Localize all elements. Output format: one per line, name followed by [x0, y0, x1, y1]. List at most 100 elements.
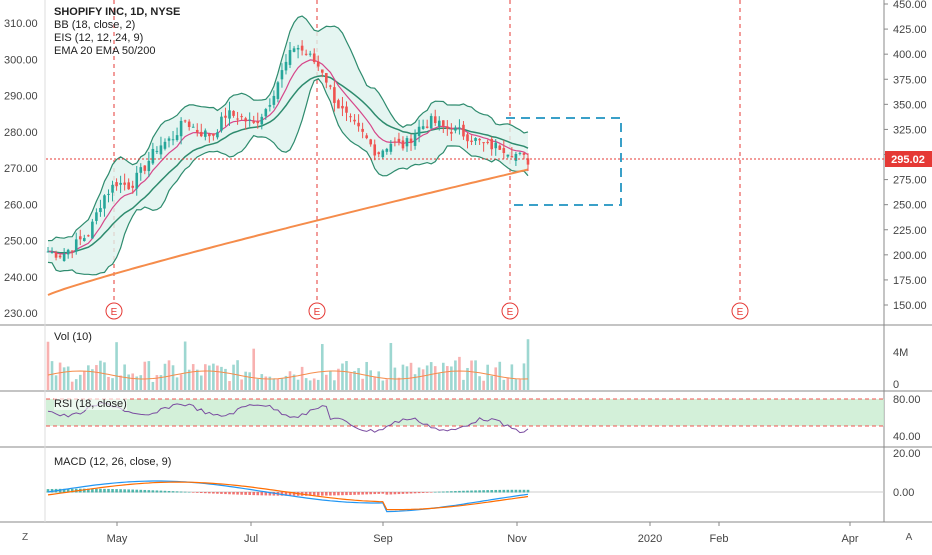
eis-indicator-label[interactable]: EIS (12, 12, 24, 9) [54, 32, 144, 44]
candle-body [429, 115, 433, 129]
macd-histogram-bar [490, 490, 493, 493]
macd-histogram-bar [458, 490, 461, 493]
candle-body [167, 138, 171, 141]
macd-histogram-bar [292, 492, 296, 496]
volume-bar [175, 377, 179, 390]
candle-body [264, 109, 268, 117]
candle-body [409, 138, 413, 144]
macd-histogram-bar [514, 489, 518, 493]
candle-body [74, 239, 78, 252]
candle-body [236, 118, 239, 120]
candle-body [397, 138, 401, 143]
macd-histogram-bar [474, 490, 477, 493]
macd-histogram-bar [433, 491, 437, 493]
bb-indicator-label[interactable]: BB (18, close, 2) [54, 19, 136, 31]
candle-body [433, 116, 437, 124]
candle-body [389, 143, 393, 152]
volume-bar [195, 369, 199, 390]
macd-histogram-bar [123, 489, 126, 493]
candle-body [329, 85, 332, 87]
volume-bar [260, 374, 264, 390]
candle-body [103, 195, 106, 209]
event-marker-label: E [314, 307, 321, 318]
volume-bar [78, 374, 82, 390]
volume-bar [320, 344, 324, 390]
candle-body [155, 150, 159, 152]
macd-histogram-bar [357, 492, 360, 495]
candle-body [510, 156, 514, 158]
macd-histogram-bar [119, 489, 122, 493]
macd-histogram-bar [425, 492, 429, 493]
volume-bar [199, 375, 203, 390]
macd-histogram-bar [397, 492, 401, 495]
candle-body [345, 106, 348, 113]
volume-bar [74, 379, 78, 390]
volume-bar [143, 361, 147, 390]
volume-bar [510, 364, 514, 390]
macd-histogram-bar [159, 490, 163, 493]
candle-body [446, 126, 449, 129]
volume-bar [66, 366, 70, 390]
candle-body [83, 238, 86, 241]
macd-histogram-bar [199, 492, 203, 493]
macd-histogram-bar [522, 489, 526, 493]
macd-histogram-bar [486, 490, 489, 493]
candle-body [417, 126, 421, 136]
candle-body [353, 119, 356, 122]
volume-pane-label[interactable]: Vol (10) [54, 331, 92, 343]
macd-histogram-bar [429, 492, 433, 493]
auto-scale-button[interactable]: A [905, 532, 913, 543]
macd-histogram-bar [62, 488, 66, 493]
macd-histogram-bar [91, 488, 94, 493]
candle-body [240, 116, 243, 118]
candle-body [70, 250, 74, 252]
rsi-line [47, 402, 529, 434]
candle-body [187, 121, 191, 127]
ema-indicator-label[interactable]: EMA 20 EMA 50/200 [54, 45, 156, 57]
volume-bar [107, 376, 110, 390]
macd-histogram-bar [506, 489, 510, 493]
candle-body [119, 182, 122, 185]
symbol-title: SHOPIFY INC, 1D, NYSE [54, 6, 181, 18]
candle-body [325, 72, 328, 83]
right-axis-tick-label: 350.00 [893, 99, 927, 111]
macd-histogram-bar [526, 489, 530, 493]
right-axis-tick-label: 275.00 [893, 175, 927, 187]
volume-bar [373, 376, 377, 390]
left-axis-tick-label: 260.00 [4, 199, 38, 211]
macd-histogram-bar [46, 489, 50, 493]
macd-histogram-bar [494, 489, 498, 493]
macd-histogram-bar [377, 492, 381, 494]
volume-bar [526, 339, 530, 390]
macd-histogram-bar [66, 488, 70, 493]
macd-pane-label[interactable]: MACD (12, 26, close, 9) [54, 456, 172, 468]
macd-histogram-bar [454, 491, 457, 493]
candle-body [337, 100, 340, 109]
macd-histogram-bar [103, 488, 106, 493]
ema-200-line [47, 168, 529, 296]
volume-bar [167, 360, 171, 390]
candle-body [377, 152, 381, 155]
candle-body [312, 53, 316, 63]
candle-body [244, 118, 247, 122]
candle-body [365, 135, 368, 139]
left-axis-tick-label: 270.00 [4, 163, 38, 175]
volume-bar [458, 356, 461, 390]
candle-body [482, 142, 485, 144]
candle-body [208, 133, 211, 137]
left-axis-tick-label: 300.00 [4, 54, 38, 66]
volume-bar [187, 369, 191, 390]
volume-bar [466, 367, 469, 390]
volume-bar [506, 377, 510, 390]
candle-body [341, 105, 344, 109]
zoom-button[interactable]: Z [21, 532, 29, 543]
rsi-pane-label[interactable]: RSI (18, close) [54, 398, 127, 410]
macd-histogram-bar [478, 490, 481, 493]
candle-body [50, 251, 54, 254]
candle-body [413, 133, 417, 146]
candle-body [425, 126, 429, 128]
volume-bar [300, 366, 304, 390]
volume-bar [429, 362, 433, 390]
volume-bar [147, 361, 151, 390]
volume-bar [288, 371, 292, 390]
